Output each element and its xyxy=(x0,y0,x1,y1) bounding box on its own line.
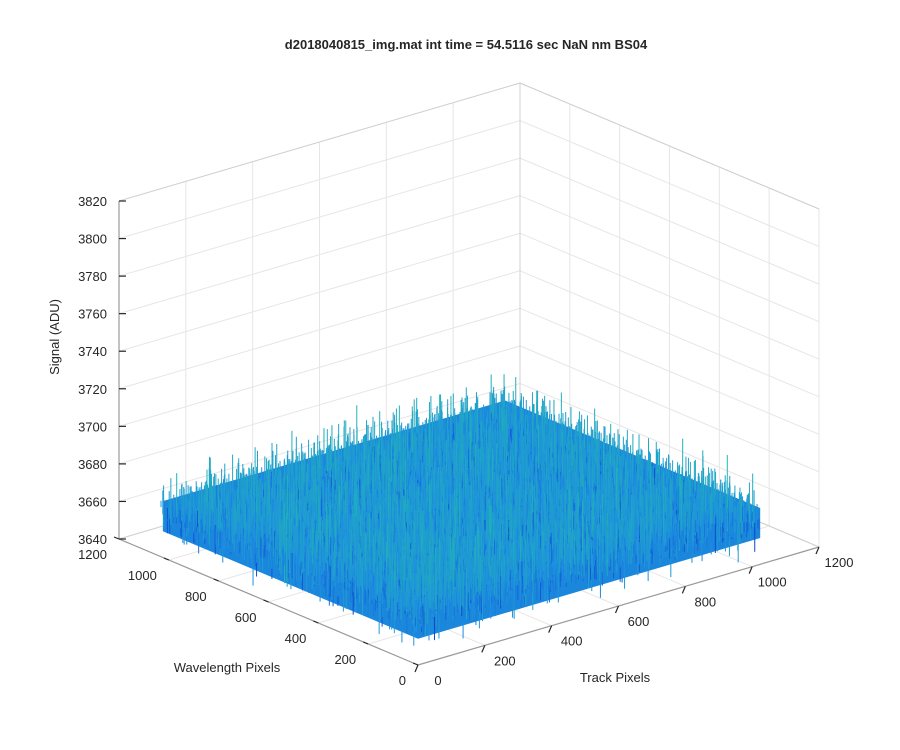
grid-line xyxy=(118,270,521,390)
grid-line xyxy=(519,345,820,473)
grid-line xyxy=(519,157,820,285)
grid-line xyxy=(118,195,521,315)
grid-line xyxy=(519,307,820,435)
grid-line xyxy=(118,345,521,465)
grid-line xyxy=(519,120,820,248)
grid-line xyxy=(519,195,820,323)
surface-data xyxy=(160,374,761,646)
grid-line xyxy=(118,120,521,240)
grid-line xyxy=(519,232,820,360)
back-edge xyxy=(519,82,820,210)
back-edge xyxy=(118,82,521,202)
grid-line xyxy=(118,157,521,277)
grid-line xyxy=(519,270,820,398)
grid-line xyxy=(118,232,521,352)
grid-line xyxy=(118,307,521,427)
grid-line xyxy=(519,382,820,510)
